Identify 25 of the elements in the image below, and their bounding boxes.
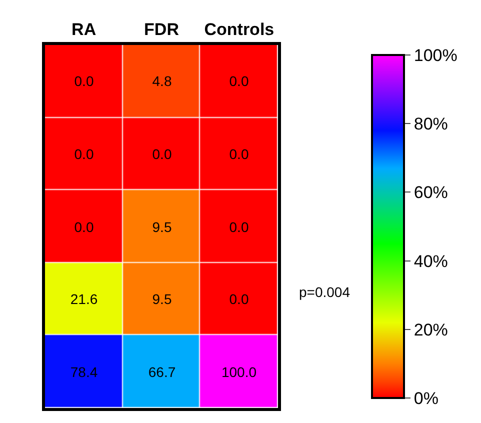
color-bar-label: 80%	[414, 114, 448, 134]
data-label: 9.5	[152, 218, 172, 235]
data-label: 0.0	[74, 72, 94, 89]
data-label: 66.7	[148, 364, 176, 380]
x-tick-label: Controls	[204, 20, 274, 40]
data-label: 0.0	[74, 146, 94, 162]
x-tick-label: RA	[72, 20, 96, 40]
data-label: 100.0	[221, 364, 257, 380]
x-tick-label: FDR	[144, 20, 179, 40]
data-label: 0.0	[152, 146, 172, 162]
data-label: 21.6	[70, 290, 98, 307]
color-bar-label: 0%	[414, 388, 438, 408]
data-label: 0.0	[229, 290, 249, 307]
color-bar-label: 20%	[414, 320, 448, 340]
data-label: 9.5	[152, 290, 172, 307]
color-bar-label: 100%	[414, 46, 458, 65]
data-label: 0.0	[229, 218, 249, 235]
text: p=0.004	[299, 284, 350, 300]
data-label: 4.8	[152, 72, 172, 89]
data-label: 78.4	[70, 364, 98, 380]
data-label: 0.0	[229, 72, 249, 89]
data-label: 0.0	[74, 218, 94, 235]
color-bar-label: 40%	[414, 252, 448, 271]
color-bar-label: 60%	[414, 183, 448, 202]
data-label: 0.0	[229, 146, 249, 162]
